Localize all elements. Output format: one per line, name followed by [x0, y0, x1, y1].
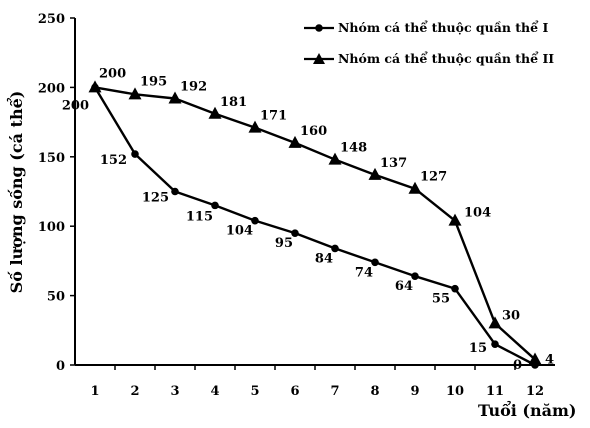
legend-item-series-2: Nhóm cá thể thuộc quần thể II	[304, 51, 554, 66]
point-series-1	[491, 340, 499, 348]
x-tick-label: 1	[90, 384, 99, 399]
legend-marker-triangle	[313, 53, 325, 64]
point-series-2	[488, 316, 502, 329]
point-series-2	[408, 181, 422, 194]
x-tick-label: 9	[410, 384, 419, 399]
data-label-series-2: 160	[300, 124, 327, 139]
point-series-2	[528, 352, 542, 365]
point-series-1	[331, 244, 339, 253]
data-label-series-1: 200	[62, 98, 89, 113]
point-series-1	[171, 187, 179, 196]
data-label-series-1: 104	[226, 224, 253, 239]
series-line-2	[94, 86, 536, 361]
data-label-series-2: 200	[99, 66, 126, 81]
data-label-series-1: 74	[355, 265, 373, 280]
y-tick-label: 250	[38, 12, 65, 27]
point-series-2	[448, 213, 462, 226]
y-tick-label: 0	[56, 359, 65, 374]
point-series-1	[251, 216, 259, 225]
point-series-1	[211, 201, 219, 210]
point-series-1	[371, 258, 379, 267]
x-tick-label: 10	[446, 384, 464, 399]
x-tick-label: 3	[170, 384, 179, 399]
point-series-1	[411, 272, 419, 280]
point-series-2	[128, 87, 142, 100]
x-tick-label: 12	[526, 384, 544, 399]
x-tick-label: 4	[210, 384, 219, 399]
data-label-series-1: 15	[469, 341, 487, 356]
data-label-series-1: 95	[275, 236, 293, 251]
data-label-series-2: 4	[545, 352, 554, 367]
x-tick-label: 11	[486, 384, 504, 399]
legend-label-series-1: Nhóm cá thể thuộc quần thể I	[338, 20, 548, 35]
point-series-1	[131, 150, 139, 158]
y-ticks: 0 50 100 150 200 250	[38, 12, 75, 374]
data-label-series-2: 181	[220, 95, 247, 110]
data-label-series-2: 195	[140, 74, 167, 89]
data-label-series-2: 137	[380, 156, 407, 171]
y-tick-label: 150	[38, 151, 65, 166]
series-line-1	[93, 86, 536, 367]
y-tick-label: 200	[38, 81, 65, 96]
data-label-series-1: 152	[100, 153, 127, 168]
x-tick-label: 7	[330, 384, 339, 399]
data-label-series-2: 104	[464, 206, 491, 221]
data-label-series-1: 64	[395, 279, 413, 294]
point-series-2	[288, 135, 302, 148]
data-label-series-2: 148	[340, 141, 367, 156]
data-label-series-1: 125	[142, 191, 169, 206]
legend-item-series-1: Nhóm cá thể thuộc quần thể I	[304, 20, 548, 35]
y-axis-label: Số lượng sống (cá thể)	[5, 91, 26, 294]
data-label-series-1: 55	[432, 292, 450, 307]
y-tick-label: 50	[47, 290, 65, 305]
point-series-2	[208, 106, 222, 119]
x-tick-label: 2	[130, 384, 139, 399]
point-series-2	[368, 167, 382, 180]
data-label-series-1: 115	[186, 209, 213, 224]
point-series-2	[168, 91, 182, 104]
x-ticks: 1 2 3 4 5 6 7 8 9 10 11 12	[90, 365, 544, 399]
x-tick-label: 8	[370, 384, 379, 399]
y-tick-label: 100	[38, 220, 65, 235]
x-axis-label: Tuổi (năm)	[478, 399, 576, 420]
data-label-series-1: 84	[315, 251, 333, 266]
series-layer	[88, 80, 542, 369]
point-series-1	[291, 229, 299, 237]
point-series-1	[451, 284, 459, 293]
point-series-2	[328, 152, 342, 165]
data-label-series-2: 30	[502, 308, 520, 323]
data-label-series-2: 192	[180, 80, 207, 95]
x-tick-label: 5	[250, 384, 259, 399]
legend-label-series-2: Nhóm cá thể thuộc quần thể II	[338, 51, 554, 66]
point-series-2	[248, 120, 262, 133]
x-tick-label: 6	[290, 384, 299, 399]
data-labels: 200 152 125 115 104 95 84 74 64 55 15 0 200 195 192 181…	[62, 66, 554, 373]
legend-marker-circle	[315, 24, 323, 32]
legend: Nhóm cá thể thuộc quần thể I Nhóm cá thể…	[304, 20, 554, 66]
data-label-series-1: 0	[513, 358, 522, 373]
point-series-2	[88, 80, 102, 93]
data-label-series-2: 127	[420, 170, 447, 185]
data-label-series-2: 171	[260, 109, 287, 124]
